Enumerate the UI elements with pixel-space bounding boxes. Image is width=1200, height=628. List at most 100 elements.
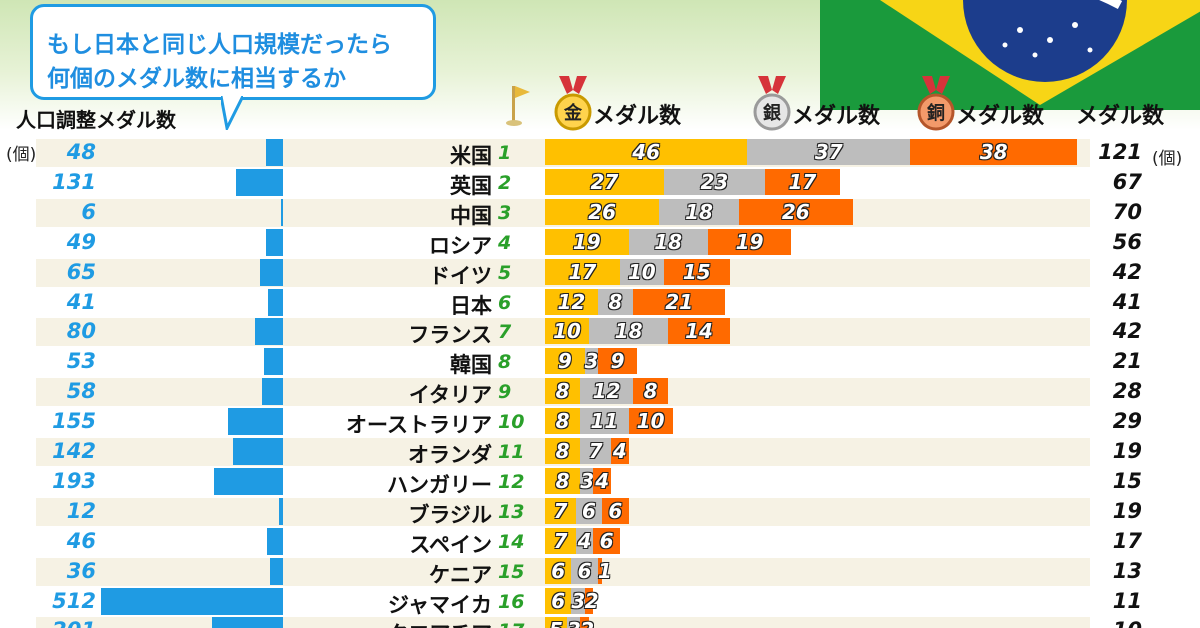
- rank-number: 9: [498, 381, 512, 404]
- gold-value: 10: [553, 319, 581, 344]
- bronze-label: メダル数: [956, 104, 1045, 129]
- bronze-bar: [580, 617, 589, 628]
- rank-number: 10: [498, 411, 525, 434]
- gold-bar: [545, 139, 748, 165]
- adjusted-bar: [262, 378, 283, 406]
- silver-value: 4: [577, 528, 592, 553]
- silver-bar: [571, 557, 598, 584]
- country-name: ケニア: [429, 562, 492, 587]
- medal-total: 21: [1112, 349, 1142, 374]
- gold-bar: [545, 288, 598, 315]
- adjusted-value: 131: [52, 169, 96, 194]
- adjusted-bar: [259, 258, 283, 286]
- adjusted-bar: [266, 527, 283, 555]
- golf-flag-icon: [506, 86, 530, 126]
- medal-total: 17: [1112, 528, 1142, 553]
- gold-bar: [545, 258, 620, 285]
- silver-value: 3: [580, 468, 595, 493]
- medal-total: 11: [1112, 588, 1142, 613]
- brazil-flag-icon: [820, 0, 1200, 110]
- rank-number: 7: [498, 321, 512, 344]
- bronze-value: 9: [610, 349, 625, 374]
- gold-value: 12: [557, 289, 586, 314]
- silver-glyph: 銀: [763, 102, 781, 124]
- silver-bar: [597, 288, 633, 315]
- total-header: メダル数: [1076, 104, 1165, 129]
- adjusted-value: 142: [52, 439, 96, 463]
- silver-label: メダル数: [792, 104, 881, 129]
- silver-value: 23: [700, 169, 729, 194]
- callout-tail: [221, 96, 243, 130]
- silver-value: 8: [608, 289, 623, 314]
- country-name: ブラジル: [408, 502, 492, 527]
- adjusted-bar: [270, 557, 283, 585]
- silver-bar: [747, 139, 911, 165]
- country-name: 日本: [450, 293, 492, 318]
- medal-total: 67: [1112, 169, 1142, 194]
- gold-bar: [545, 228, 629, 255]
- gold-bar: [545, 318, 589, 345]
- callout-line-1: もし日本と同じ人口規模だったら: [47, 32, 392, 58]
- silver-value: 37: [814, 140, 843, 164]
- medal-total: 13: [1112, 558, 1142, 583]
- medal-total: 41: [1112, 289, 1142, 314]
- bronze-bar: [597, 348, 638, 375]
- gold-value: 8: [555, 439, 570, 463]
- gold-bar: [545, 438, 581, 464]
- callout-line-2: 何個のメダル数に相当するか: [47, 66, 346, 92]
- silver-value: 11: [590, 409, 619, 434]
- bronze-value: 21: [665, 289, 694, 314]
- gold-bar: [545, 467, 581, 494]
- silver-bar: [567, 617, 581, 628]
- country-name: フランス: [408, 323, 492, 348]
- bronze-bar: [633, 378, 669, 405]
- rank-number: 5: [498, 261, 512, 284]
- adjusted-bar: [232, 438, 283, 465]
- gold-value: 5: [545, 617, 567, 628]
- adjusted-bar: [268, 288, 283, 316]
- adjusted-value: 58: [66, 379, 96, 404]
- adjusted-bar: [211, 617, 283, 628]
- silver-bar: [575, 497, 603, 524]
- rank-number: 11: [498, 441, 525, 463]
- gold-bar: [545, 587, 572, 614]
- adjusted-value: 65: [66, 259, 96, 284]
- medal-total: 42: [1112, 319, 1142, 344]
- country-name: 英国: [450, 173, 492, 198]
- gold-bar: [545, 348, 585, 375]
- adjusted-value: 80: [66, 319, 96, 344]
- gold-value: 8: [555, 379, 570, 404]
- adjusted-bar: [265, 228, 283, 256]
- silver-medal-icon: 銀: [753, 76, 791, 131]
- adjusted-value: 49: [66, 229, 96, 254]
- adjusted-value: 6: [81, 199, 96, 224]
- silver-value: 18: [654, 229, 683, 254]
- silver-bar: [580, 378, 633, 405]
- rank-number: 4: [498, 231, 512, 254]
- country-name: 中国: [450, 203, 492, 228]
- bronze-bar: [765, 168, 840, 195]
- bronze-value: 26: [781, 199, 810, 224]
- bronze-value: 8: [643, 379, 658, 404]
- silver-bar: [663, 168, 765, 195]
- silver-bar: [580, 408, 629, 435]
- gold-glyph: 金: [563, 102, 583, 124]
- country-name: ジャマイカ: [388, 592, 492, 617]
- bronze-bar: [707, 228, 792, 255]
- gold-bar: [545, 527, 576, 554]
- country-name: ハンガリー: [387, 472, 492, 497]
- country-name: オーストラリア: [346, 413, 492, 438]
- bronze-medal-icon: 銅: [917, 76, 955, 131]
- bronze-bar: [593, 467, 611, 494]
- gold-value: 19: [572, 229, 601, 254]
- adjusted-bar: [214, 467, 283, 495]
- medal-total: 19: [1112, 498, 1142, 523]
- silver-bar: [571, 587, 585, 614]
- gold-value: 6: [551, 558, 566, 583]
- rank-number: 12: [498, 470, 525, 493]
- bronze-value: 4: [612, 439, 627, 463]
- bronze-bar: [910, 139, 1078, 165]
- rank-number: 14: [498, 530, 525, 553]
